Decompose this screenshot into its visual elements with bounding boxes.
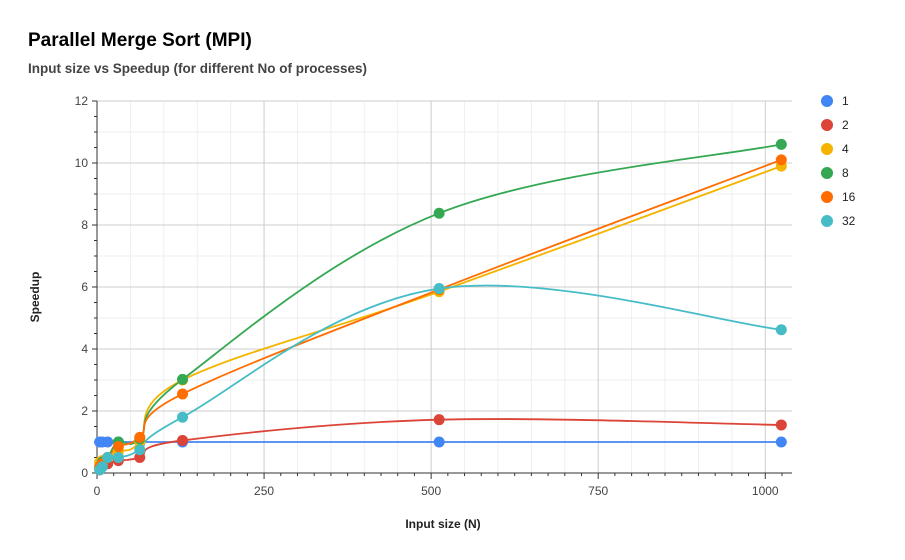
x-tick-label: 500 [421, 484, 441, 498]
chart-title: Parallel Merge Sort (MPI) [28, 30, 252, 51]
grid [97, 100, 792, 473]
y-axis-label: Speedup [28, 272, 42, 323]
y-tick-label: 12 [75, 94, 89, 108]
x-tick-label: 0 [94, 484, 101, 498]
data-point-1 [102, 436, 114, 448]
legend-label-8: 8 [842, 166, 849, 180]
x-tick-label: 1000 [752, 484, 779, 498]
legend-label-2: 2 [842, 118, 849, 132]
data-point-8 [177, 373, 189, 385]
y-tick-label: 0 [81, 466, 88, 480]
legend-label-1: 1 [842, 94, 849, 108]
legend-marker-32 [821, 215, 833, 227]
legend-label-32: 32 [842, 214, 856, 228]
y-tick-label: 2 [81, 404, 88, 418]
data-point-32 [433, 283, 445, 295]
chart-subtitle: Input size vs Speedup (for different No … [28, 61, 368, 76]
y-tick-label: 6 [81, 280, 88, 294]
data-point-16 [177, 388, 189, 400]
data-point-32 [134, 444, 146, 456]
data-point-2 [433, 414, 445, 426]
legend-marker-4 [821, 143, 833, 155]
legend-marker-8 [821, 167, 833, 179]
data-point-16 [775, 154, 787, 166]
data-point-16 [134, 431, 146, 443]
x-tick-label: 750 [588, 484, 608, 498]
data-point-1 [433, 436, 445, 448]
data-point-8 [775, 138, 787, 150]
data-point-2 [775, 419, 787, 431]
legend-label-16: 16 [842, 190, 856, 204]
data-point-32 [102, 452, 114, 463]
x-tick-label: 250 [254, 484, 274, 498]
data-point-16 [112, 441, 124, 453]
data-point-2 [177, 434, 189, 446]
data-point-1 [775, 436, 787, 448]
legend-marker-16 [821, 191, 833, 203]
data-point-32 [177, 411, 189, 423]
legend-label-4: 4 [842, 142, 849, 156]
y-tick-label: 8 [81, 218, 88, 232]
data-point-32 [775, 324, 787, 336]
data-point-8 [433, 207, 445, 219]
y-tick-label: 4 [81, 342, 88, 356]
x-axis-label: Input size (N) [405, 517, 480, 531]
data-point-32 [96, 461, 108, 473]
data-point-32 [112, 452, 124, 463]
legend-marker-1 [821, 95, 833, 107]
legend-marker-2 [821, 119, 833, 131]
data-point-2 [134, 452, 146, 463]
y-tick-label: 10 [75, 156, 89, 170]
